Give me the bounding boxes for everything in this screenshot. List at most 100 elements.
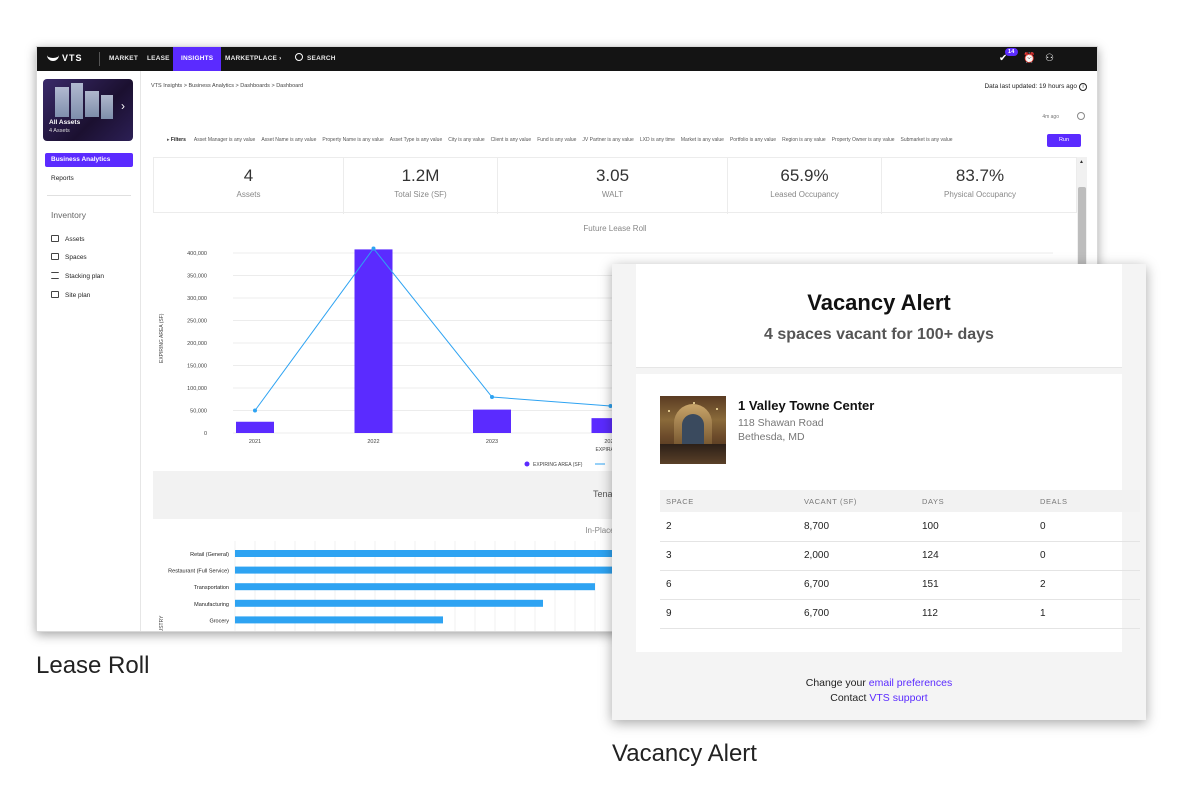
address-line-1: 118 Shawan Road: [738, 417, 824, 429]
data-updated-status: Data last updated: 19 hours ago i: [984, 83, 1087, 91]
nav-divider: [99, 52, 100, 66]
asset-card-title: All Assets: [49, 119, 81, 126]
photo-light: [693, 402, 695, 404]
vts-support-link[interactable]: VTS support: [869, 692, 928, 704]
kpi-leased-occupancy: 65.9% Leased Occupancy: [728, 158, 882, 214]
run-button[interactable]: Run: [1047, 134, 1081, 147]
industry-label: Grocery: [209, 618, 229, 624]
line-point[interactable]: [253, 408, 257, 413]
kpi-label: Assets: [236, 190, 261, 199]
tenant-industry-bar[interactable]: [235, 550, 635, 557]
chevron-right-icon: ›: [121, 99, 125, 113]
filter-chip[interactable]: Asset Type is any value: [389, 137, 443, 143]
alert-footer: Change your email preferences Contact VT…: [612, 676, 1146, 706]
nav-search[interactable]: SEARCH: [295, 47, 336, 71]
nav-lease[interactable]: LEASE: [147, 55, 170, 62]
y-tick-label: 350,000: [187, 274, 207, 280]
nav-marketplace[interactable]: MARKETPLACE ›: [225, 47, 281, 71]
sidebar-item-label: Spaces: [65, 254, 87, 261]
alert-subtitle: 4 spaces vacant for 100+ days: [764, 326, 994, 343]
table-cell: 1: [1034, 599, 1140, 629]
breadcrumb[interactable]: VTS Insights > Business Analytics > Dash…: [151, 83, 304, 89]
alarm-icon[interactable]: ⏰: [1023, 53, 1036, 64]
kpi-label: Physical Occupancy: [943, 190, 1017, 199]
all-assets-card[interactable]: All Assets 4 Assets ›: [43, 79, 133, 141]
y-axis-label: INDUSTRY: [159, 615, 165, 632]
kpi-value: 4: [243, 166, 254, 185]
building-illustration: [55, 87, 69, 117]
filter-chip[interactable]: Region is any value: [782, 137, 826, 143]
line-point[interactable]: [490, 395, 494, 399]
filter-chip[interactable]: Fund is any value: [537, 137, 577, 143]
info-icon[interactable]: i: [1079, 83, 1087, 91]
kpi-row: 4 Assets 1.2M Total Size (SF) 3.05 WALT 65.…: [153, 157, 1078, 214]
line-point[interactable]: [371, 246, 376, 251]
sidebar-divider: [47, 195, 131, 196]
building-illustration: [71, 83, 83, 119]
industry-label: Transportation: [194, 585, 229, 591]
filter-chip[interactable]: Portfolio is any value: [729, 137, 777, 143]
sidebar-item-business-analytics[interactable]: Business Analytics: [45, 153, 133, 167]
caret-icon[interactable]: ▸: [167, 137, 171, 143]
y-tick-label: 400,000: [187, 251, 207, 257]
user-icon[interactable]: ⚇: [1045, 53, 1055, 64]
filter-chip[interactable]: Property Name is any value: [322, 137, 384, 143]
y-tick-label: 100,000: [187, 386, 207, 392]
nav-insights[interactable]: INSIGHTS: [173, 47, 222, 71]
table-body: 2 8,700 100 0 3 2,000 124 0 6 6,700 151 2 9 6,700 112 1: [660, 512, 1140, 629]
bar-expiring-area[interactable]: [354, 249, 393, 433]
sidebar-item-reports[interactable]: Reports: [51, 175, 74, 182]
filters-label[interactable]: Filters: [170, 137, 186, 143]
filter-chip[interactable]: Property Owner is any value: [831, 137, 895, 143]
table-cell: 124: [916, 541, 1034, 571]
table-cell: 6,700: [798, 599, 916, 629]
y-tick-label: 200,000: [187, 341, 207, 347]
vts-logo[interactable]: VTS: [47, 53, 83, 63]
scroll-up-icon[interactable]: ▲: [1079, 159, 1084, 165]
filter-chip[interactable]: City is any value: [448, 137, 485, 143]
sidebar-item-assets[interactable]: Assets: [51, 235, 85, 243]
tenants-label: Tenants: [593, 489, 625, 499]
filter-chip[interactable]: LXD is any time: [639, 137, 675, 143]
legend-swatch: [524, 461, 530, 467]
tenant-industry-bar[interactable]: [235, 583, 595, 591]
line-point[interactable]: [608, 404, 613, 408]
property-photo: [660, 396, 726, 464]
filter-chip[interactable]: Client is any value: [490, 137, 532, 143]
filter-chip[interactable]: Asset Manager is any value: [193, 137, 256, 143]
vacancy-alert-card: Vacancy Alert 4 spaces vacant for 100+ d…: [612, 264, 1146, 720]
notifications-icon[interactable]: ✔: [999, 53, 1008, 64]
site-plan-icon: [51, 291, 59, 298]
kpi-value: 1.2M: [401, 166, 440, 185]
kpi-value: 83.7%: [955, 166, 1005, 185]
x-tick-label: 2022: [367, 439, 379, 445]
nav-market[interactable]: MARKET: [109, 55, 139, 62]
bar-expiring-area[interactable]: [236, 421, 274, 433]
tenant-industry-bar[interactable]: [235, 566, 635, 574]
kpi-physical-occupancy: 83.7% Physical Occupancy: [882, 158, 1078, 214]
top-nav-bar: VTS MARKET LEASE INSIGHTS MARKETPLACE › …: [37, 47, 1097, 71]
y-tick-label: 250,000: [187, 319, 207, 325]
tenant-industry-bar[interactable]: [235, 616, 443, 624]
bar-expiring-area[interactable]: [473, 409, 511, 433]
filter-chip[interactable]: JV Partner is any value: [582, 137, 634, 143]
sidebar-item-stacking-plan[interactable]: Stacking plan: [51, 272, 104, 280]
table-cell: 100: [916, 512, 1034, 542]
y-axis-label: EXPIRING AREA (SF): [159, 313, 165, 363]
sidebar-item-label: Assets: [65, 236, 85, 243]
tenant-industry-bar[interactable]: [235, 599, 543, 607]
address-line-2: Bethesda, MD: [738, 431, 805, 443]
stacking-plan-icon: [51, 272, 59, 279]
email-preferences-link[interactable]: email preferences: [868, 677, 953, 689]
filter-chip[interactable]: Asset Name is any value: [261, 137, 317, 143]
sidebar-item-spaces[interactable]: Spaces: [51, 253, 87, 261]
y-tick-label: 0: [204, 431, 207, 437]
sidebar-item-site-plan[interactable]: Site plan: [51, 291, 90, 299]
filter-chip[interactable]: Submarket is any value: [900, 137, 953, 143]
photo-light: [716, 408, 718, 410]
building-illustration: [85, 91, 99, 117]
gear-icon[interactable]: [1077, 112, 1085, 120]
filter-chip[interactable]: Market is any value: [680, 137, 724, 143]
inventory-heading: Inventory: [51, 210, 86, 220]
